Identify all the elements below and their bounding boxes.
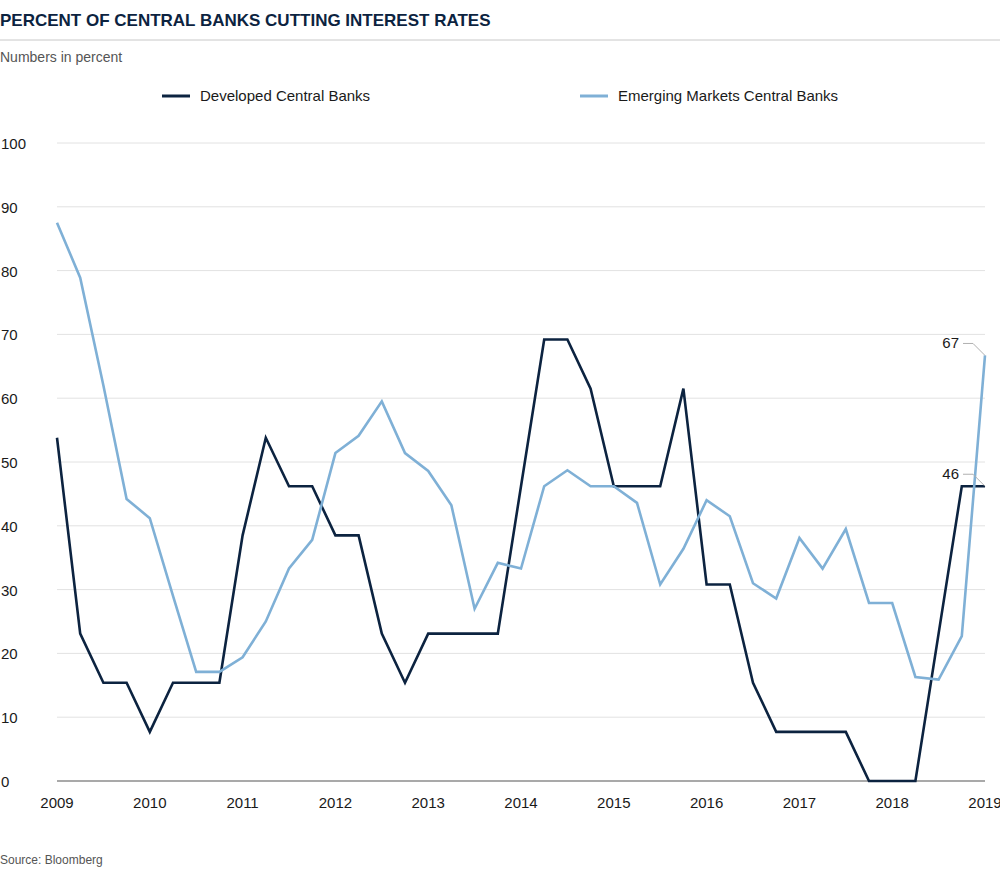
y-tick-label: 70 (1, 326, 18, 343)
series-line (57, 223, 985, 680)
x-tick-label: 2012 (319, 794, 352, 811)
x-tick-label: 2016 (690, 794, 723, 811)
y-tick-label: 0 (1, 773, 9, 790)
grid-line (57, 653, 985, 654)
grid-line (57, 589, 985, 590)
annotation: 67 (942, 334, 959, 351)
title-rule (0, 40, 1000, 41)
legend-swatch (580, 95, 608, 98)
annotation-leader (963, 474, 985, 486)
annotation: 46 (942, 465, 959, 482)
axis-line (57, 780, 985, 781)
grid-line (57, 334, 985, 335)
y-tick-label: 60 (1, 390, 18, 407)
x-tick-label: 2010 (133, 794, 166, 811)
grid-line (57, 462, 985, 463)
y-tick-label: 40 (1, 518, 18, 535)
grid-line (57, 525, 985, 526)
x-tick-label: 2013 (412, 794, 445, 811)
y-tick-label: 20 (1, 645, 18, 662)
source: Source: Bloomberg (0, 853, 103, 867)
y-tick-label: 10 (1, 709, 18, 726)
grid-line (57, 143, 985, 144)
chart: PERCENT OF CENTRAL BANKS CUTTING INTERES… (0, 0, 1000, 870)
grid-line (57, 206, 985, 207)
grid-line (57, 398, 985, 399)
x-tick-label: 2011 (226, 794, 258, 811)
x-tick-label: 2014 (504, 794, 537, 811)
legend-label: Emerging Markets Central Banks (618, 87, 838, 104)
plot-area (57, 223, 985, 781)
x-tick-label: 2018 (876, 794, 909, 811)
title: PERCENT OF CENTRAL BANKS CUTTING INTERES… (0, 11, 491, 30)
x-tick-label: 2015 (597, 794, 630, 811)
grid-line (57, 717, 985, 718)
legend-swatch (162, 95, 190, 98)
legend-label: Developed Central Banks (200, 87, 370, 104)
annotation-leader (963, 343, 985, 355)
grid-line (57, 270, 985, 271)
subtitle: Numbers in percent (0, 49, 122, 65)
y-tick-label: 30 (1, 582, 18, 599)
y-tick-label: 90 (1, 199, 18, 216)
y-tick-label: 80 (1, 263, 18, 280)
y-tick-label: 100 (1, 135, 26, 152)
x-tick-label: 2009 (40, 794, 73, 811)
x-tick-label: 2017 (783, 794, 816, 811)
y-tick-label: 50 (1, 454, 18, 471)
series-line (57, 340, 985, 782)
x-tick-label: 2019 (968, 794, 1000, 811)
